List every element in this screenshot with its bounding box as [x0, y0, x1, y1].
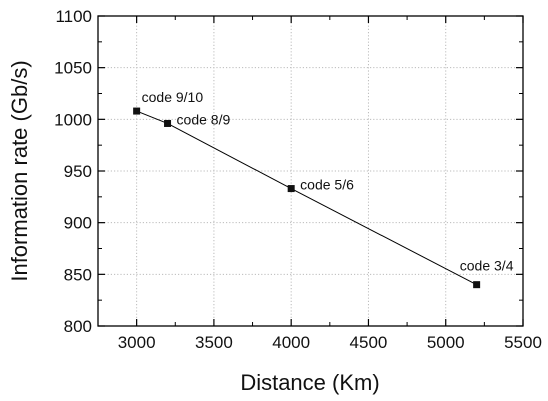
y-axis: 800 850 900 950 1000 1050 1100 [54, 7, 523, 336]
y-tick-label: 800 [64, 317, 92, 336]
x-tick-label: 5500 [504, 333, 542, 352]
plot-area [98, 16, 523, 326]
plot-frame-group [97, 15, 524, 327]
data-point [133, 107, 141, 115]
y-tick-label: 1100 [55, 7, 92, 26]
y-tick-label: 950 [64, 162, 92, 181]
x-tick-label: 3000 [118, 333, 156, 352]
data-point [473, 281, 481, 289]
x-tick-label: 3500 [195, 333, 233, 352]
y-tick-label: 900 [64, 214, 92, 233]
y-tick-label: 1000 [54, 110, 92, 129]
data-point [164, 119, 172, 127]
grid-lines [98, 16, 523, 326]
x-tick-label: 4000 [272, 333, 310, 352]
annotations: code 9/10 code 8/9 code 5/6 code 3/4 [142, 89, 514, 274]
point-annotation: code 3/4 [460, 258, 514, 274]
point-annotation: code 8/9 [177, 111, 231, 127]
x-axis: 3000 3500 4000 4500 5000 5500 [97, 16, 542, 352]
y-tick-label: 850 [64, 265, 92, 284]
point-annotation: code 5/6 [300, 177, 354, 193]
y-axis-title: Information rate (Gb/s) [7, 60, 32, 281]
point-annotation: code 9/10 [142, 89, 204, 105]
y-tick-label: 1050 [54, 59, 92, 78]
x-tick-label: 4500 [350, 333, 388, 352]
x-axis-title: Distance (Km) [240, 370, 379, 395]
x-tick-label: 5000 [427, 333, 465, 352]
series-line [136, 110, 477, 286]
data-point [287, 185, 295, 193]
series [133, 107, 481, 289]
